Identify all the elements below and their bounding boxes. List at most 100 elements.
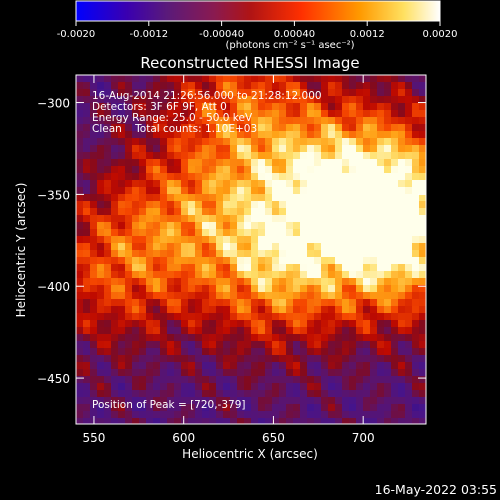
heatmap-cell bbox=[307, 355, 314, 362]
heatmap-cell bbox=[195, 229, 202, 236]
heatmap-cell bbox=[391, 390, 398, 397]
heatmap-cell bbox=[97, 187, 104, 194]
heatmap-cell bbox=[160, 215, 167, 222]
heatmap-cell bbox=[223, 110, 230, 117]
heatmap-cell bbox=[90, 376, 97, 383]
heatmap-cell bbox=[125, 236, 132, 243]
heatmap-cell bbox=[293, 418, 300, 424]
heatmap-cell bbox=[384, 166, 391, 173]
heatmap-cell bbox=[90, 166, 97, 173]
heatmap-cell bbox=[111, 299, 118, 306]
heatmap-cell bbox=[405, 215, 412, 222]
heatmap-cell bbox=[209, 152, 216, 159]
heatmap-cell bbox=[125, 173, 132, 180]
heatmap-cell bbox=[251, 110, 258, 117]
heatmap-cell bbox=[398, 257, 405, 264]
heatmap-cell bbox=[335, 278, 342, 285]
heatmap-cell bbox=[300, 278, 307, 285]
heatmap-cell bbox=[279, 82, 286, 89]
heatmap-cell bbox=[216, 348, 223, 355]
heatmap-cell bbox=[356, 257, 363, 264]
heatmap-cell bbox=[328, 334, 335, 341]
heatmap-cell bbox=[237, 159, 244, 166]
heatmap-cell bbox=[195, 159, 202, 166]
heatmap-cell bbox=[139, 208, 146, 215]
heatmap-cell bbox=[363, 208, 370, 215]
heatmap-cell bbox=[349, 376, 356, 383]
heatmap-cell bbox=[286, 383, 293, 390]
heatmap-cell bbox=[195, 180, 202, 187]
heatmap-cell bbox=[90, 390, 97, 397]
heatmap-cell bbox=[398, 180, 405, 187]
heatmap-cell bbox=[412, 187, 419, 194]
heatmap-cell bbox=[209, 306, 216, 313]
heatmap-cell bbox=[195, 222, 202, 229]
heatmap-cell bbox=[209, 145, 216, 152]
heatmap-cell bbox=[363, 390, 370, 397]
heatmap-cell bbox=[307, 292, 314, 299]
heatmap-cell bbox=[146, 75, 153, 82]
heatmap-cell bbox=[412, 201, 419, 208]
heatmap-cell bbox=[258, 404, 265, 411]
heatmap-cell bbox=[328, 138, 335, 145]
heatmap-cell bbox=[258, 103, 265, 110]
heatmap-cell bbox=[370, 236, 377, 243]
heatmap-cell bbox=[188, 257, 195, 264]
heatmap-cell bbox=[216, 110, 223, 117]
heatmap-cell bbox=[139, 418, 146, 424]
heatmap-cell bbox=[139, 334, 146, 341]
heatmap-cell bbox=[377, 82, 384, 89]
heatmap-cell bbox=[398, 201, 405, 208]
heatmap-cell bbox=[391, 271, 398, 278]
heatmap-cell bbox=[174, 327, 181, 334]
heatmap-cell bbox=[104, 201, 111, 208]
heatmap-cell bbox=[104, 236, 111, 243]
heatmap-cell bbox=[349, 103, 356, 110]
heatmap-cell bbox=[181, 418, 188, 424]
heatmap-cell bbox=[356, 278, 363, 285]
heatmap-cell bbox=[111, 271, 118, 278]
heatmap-cell bbox=[111, 348, 118, 355]
heatmap-cell bbox=[265, 89, 272, 96]
heatmap-cell bbox=[356, 243, 363, 250]
heatmap-cell bbox=[279, 173, 286, 180]
heatmap-cell bbox=[118, 355, 125, 362]
heatmap-cell bbox=[174, 271, 181, 278]
heatmap-cell bbox=[153, 236, 160, 243]
heatmap-cell bbox=[265, 194, 272, 201]
heatmap-cell bbox=[146, 194, 153, 201]
heatmap-cell bbox=[307, 285, 314, 292]
heatmap-cell bbox=[97, 306, 104, 313]
heatmap-cell bbox=[181, 124, 188, 131]
heatmap-cell bbox=[419, 89, 426, 96]
heatmap-cell bbox=[356, 418, 363, 424]
heatmap-cell bbox=[237, 390, 244, 397]
heatmap-cell bbox=[209, 369, 216, 376]
heatmap-cell bbox=[412, 180, 419, 187]
heatmap-cell bbox=[307, 145, 314, 152]
heatmap-cell bbox=[104, 292, 111, 299]
heatmap-cell bbox=[118, 306, 125, 313]
heatmap-cell bbox=[419, 201, 426, 208]
heatmap-cell bbox=[76, 334, 83, 341]
heatmap-cell bbox=[90, 411, 97, 418]
heatmap-cell bbox=[419, 299, 426, 306]
heatmap-cell bbox=[321, 236, 328, 243]
heatmap-cell bbox=[279, 292, 286, 299]
heatmap-cell bbox=[97, 215, 104, 222]
heatmap-cell bbox=[293, 313, 300, 320]
heatmap-cell bbox=[83, 173, 90, 180]
heatmap-cell bbox=[391, 222, 398, 229]
heatmap-cell bbox=[335, 299, 342, 306]
heatmap-cell bbox=[76, 404, 83, 411]
heatmap-cell bbox=[160, 369, 167, 376]
heatmap-cell bbox=[181, 369, 188, 376]
heatmap-cell bbox=[391, 404, 398, 411]
heatmap-cell bbox=[398, 341, 405, 348]
heatmap-cell bbox=[83, 355, 90, 362]
heatmap-cell bbox=[300, 166, 307, 173]
heatmap-cell bbox=[321, 292, 328, 299]
heatmap-cell bbox=[223, 362, 230, 369]
heatmap-cell bbox=[97, 229, 104, 236]
heatmap-cell bbox=[279, 229, 286, 236]
